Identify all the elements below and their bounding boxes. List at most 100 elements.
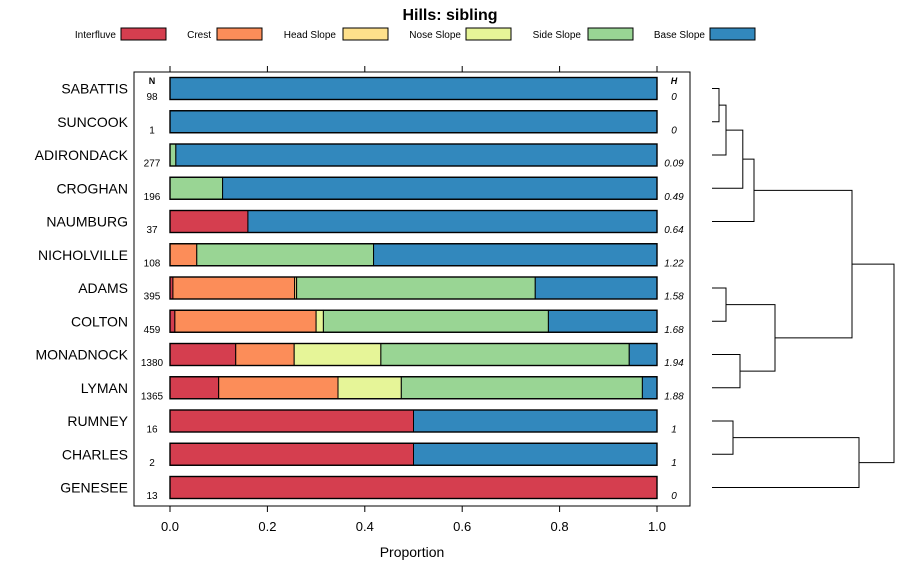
bar-segment [174, 309, 317, 333]
category-label: NICHOLVILLE [38, 247, 128, 263]
row: SUNCOOK 1 0 [57, 110, 677, 136]
legend: Interfluve Crest Head Slope Nose Slope Side … [75, 27, 756, 41]
bar-segment [235, 343, 295, 366]
bar-outline [169, 475, 658, 500]
row: ADIRONDACK 277 0.09 [35, 143, 684, 170]
n-count: 2 [149, 458, 155, 469]
bar-segment [628, 343, 658, 366]
h-value: 0 [671, 92, 677, 103]
bar-segment [218, 376, 339, 400]
x-tick-label: 0.4 [356, 519, 374, 534]
row: SABATTIS 98 0 [61, 76, 677, 103]
bar-outline [169, 342, 658, 367]
h-value: 1.68 [664, 325, 684, 336]
bar-outline [169, 409, 658, 433]
legend-label: Nose Slope [409, 30, 461, 41]
bar-segment [169, 309, 176, 333]
plot-frame [133, 71, 691, 507]
bar-outline [169, 309, 658, 333]
legend-swatch [342, 27, 389, 41]
bar-outline [169, 110, 658, 134]
bar-segment [534, 276, 658, 300]
bar-outline [169, 276, 658, 300]
h-value: 1.58 [664, 292, 684, 303]
bar-segment [169, 476, 658, 499]
bar-outline [169, 376, 658, 400]
h-value: 0 [671, 125, 677, 136]
bar-segment [380, 343, 630, 366]
legend-swatch [216, 27, 263, 41]
row: NAUMBURG 37 0.64 [46, 209, 684, 236]
dendrogram-link [712, 88, 720, 123]
legend-label: Base Slope [654, 30, 706, 41]
n-count: 395 [144, 292, 161, 303]
category-label: COLTON [71, 313, 128, 329]
row: CROGHAN 196 0.49 [56, 176, 684, 203]
dendrogram-link [712, 354, 741, 389]
h-value: 0.09 [664, 159, 684, 170]
dendrogram-link [712, 437, 860, 488]
category-label: LYMAN [81, 380, 128, 396]
bar-segment [413, 409, 658, 433]
dendrogram-link [712, 158, 755, 222]
chart-rows: SABATTIS 98 0 SUNCOOK 1 0 ADIRONDACK 277 0.09 CRO… [35, 76, 684, 502]
n-count: 459 [144, 325, 161, 336]
h-value: 1.22 [664, 258, 684, 269]
legend-label: Side Slope [533, 30, 582, 41]
bar-segment [169, 210, 249, 233]
n-count: 37 [146, 225, 158, 236]
category-label: GENESEE [60, 480, 128, 496]
bar-segment [222, 176, 658, 200]
dendrogram-link [754, 189, 853, 339]
row: ADAMS 395 1.58 [78, 276, 684, 303]
bar-outline [169, 209, 658, 234]
n-count: 108 [144, 258, 161, 269]
x-axis-label: Proportion [380, 544, 445, 560]
bar-outline [169, 76, 658, 101]
bar-outline [169, 176, 658, 200]
bar-segment [547, 309, 658, 333]
dendrogram-link [726, 304, 776, 372]
bar-segment [169, 376, 220, 400]
x-tick-label: 0.2 [258, 519, 276, 534]
h-value: 0 [671, 491, 677, 502]
category-label: CROGHAN [56, 180, 128, 196]
bar-outline [169, 442, 658, 466]
bar-segment [169, 409, 414, 433]
dendrogram-link [712, 287, 727, 322]
n-count: 13 [146, 491, 158, 502]
bar-segment [641, 376, 658, 400]
category-label: ADIRONDACK [35, 147, 129, 163]
category-label: CHARLES [62, 446, 128, 462]
x-tick-label: 0.6 [453, 519, 471, 534]
n-count: 277 [144, 159, 161, 170]
bar-segment [322, 309, 549, 333]
chart-title: Hills: sibling [402, 7, 497, 24]
row: RUMNEY 16 1 [67, 409, 677, 436]
h-value: 1 [671, 458, 677, 469]
h-value: 0.49 [664, 192, 684, 203]
bar-segment [169, 77, 658, 100]
row: NICHOLVILLE 108 1.22 [38, 243, 684, 269]
bar-segment [337, 376, 402, 400]
x-tick-label: 0.8 [551, 519, 569, 534]
bar-segment [196, 243, 375, 267]
n-count: 98 [146, 92, 158, 103]
bar-segment [169, 110, 658, 134]
row: COLTON 459 1.68 [71, 309, 684, 336]
category-label: SABATTIS [61, 81, 128, 97]
n-count: 16 [146, 425, 158, 436]
category-label: SUNCOOK [57, 114, 128, 130]
bar-segment [293, 343, 382, 366]
category-label: RUMNEY [67, 413, 128, 429]
n-count: 1380 [141, 358, 164, 369]
h-value: 1.88 [664, 391, 684, 402]
bar-segment [413, 442, 658, 466]
bar-segment [247, 210, 658, 233]
bar-segment [169, 143, 177, 167]
dendrogram-link [852, 263, 895, 464]
category-label: ADAMS [78, 280, 128, 296]
legend-swatch [587, 27, 634, 41]
dendrogram-link [712, 420, 734, 455]
